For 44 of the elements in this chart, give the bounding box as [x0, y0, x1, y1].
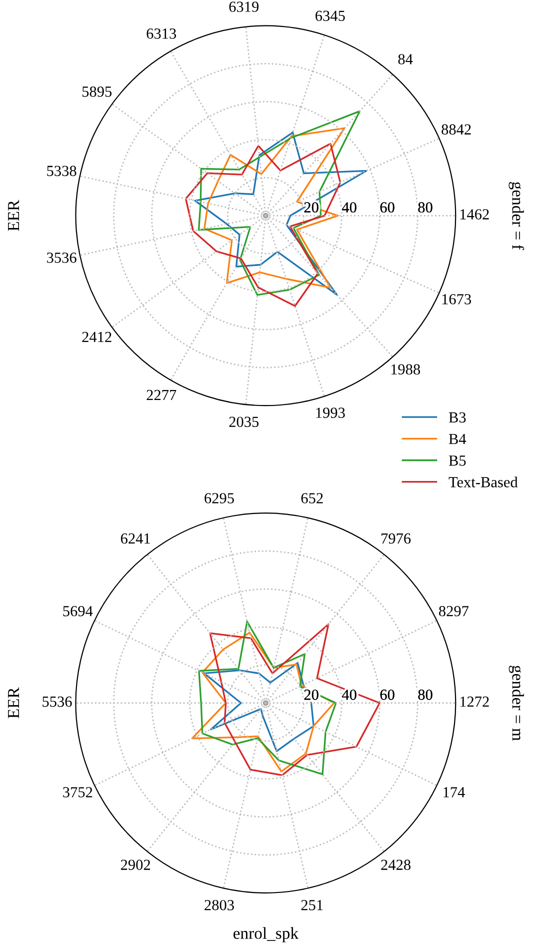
y-tick-label: 60	[380, 690, 394, 700]
legend-label: B3	[448, 412, 466, 423]
spoke-label: 1272	[460, 696, 489, 707]
spoke-label: 174	[444, 787, 465, 798]
spoke-label: 84	[398, 54, 413, 64]
y-tick-label: 60	[380, 202, 394, 213]
spoke-label: 5895	[82, 86, 112, 97]
legend-label: Text-Based	[448, 476, 518, 488]
spoke-label: 6295	[204, 493, 234, 504]
y-tick-label: 40	[342, 690, 356, 700]
y-tick-label: 40	[342, 202, 356, 213]
spoke-label: 3752	[63, 787, 92, 798]
y-tick-label: 80	[418, 690, 432, 700]
text: EER	[8, 200, 19, 231]
spoke-label: 6345	[316, 10, 345, 22]
spoke-label: 5694	[63, 606, 93, 616]
spoke-label: 2428	[381, 860, 410, 870]
spoke-label: 7976	[382, 533, 411, 544]
spoke-label: 6313	[146, 28, 176, 39]
legend-label: B5	[448, 456, 466, 466]
y-tick-label: 80	[418, 202, 432, 213]
spoke-label: 2035	[229, 416, 259, 428]
spoke-label: 5338	[47, 166, 76, 176]
spoke-label: 2277	[146, 390, 176, 400]
spoke-label: 8297	[439, 606, 469, 616]
spoke-label: 251	[301, 900, 323, 910]
spoke-label: 5536	[42, 696, 72, 707]
legend-label: B4	[448, 434, 466, 444]
spoke-label: 6241	[120, 533, 150, 544]
spoke-label: 2803	[204, 900, 234, 910]
spoke-label: 2902	[120, 860, 150, 870]
spoke-label: 3536	[47, 252, 76, 263]
text: gender = f	[508, 182, 524, 250]
text: gender = m	[508, 666, 524, 741]
spoke-label: 1462	[460, 209, 489, 220]
spoke-label: 1673	[442, 294, 472, 304]
text: enrol_spk	[233, 927, 299, 942]
spoke-label: 1993	[316, 408, 345, 418]
spoke-label: 2412	[82, 332, 112, 342]
text: EER	[8, 687, 19, 718]
spoke-label: 652	[301, 493, 323, 504]
spoke-label: 1988	[391, 364, 420, 375]
spoke-label: 8842	[442, 124, 471, 135]
spoke-label: 6319	[229, 2, 259, 12]
